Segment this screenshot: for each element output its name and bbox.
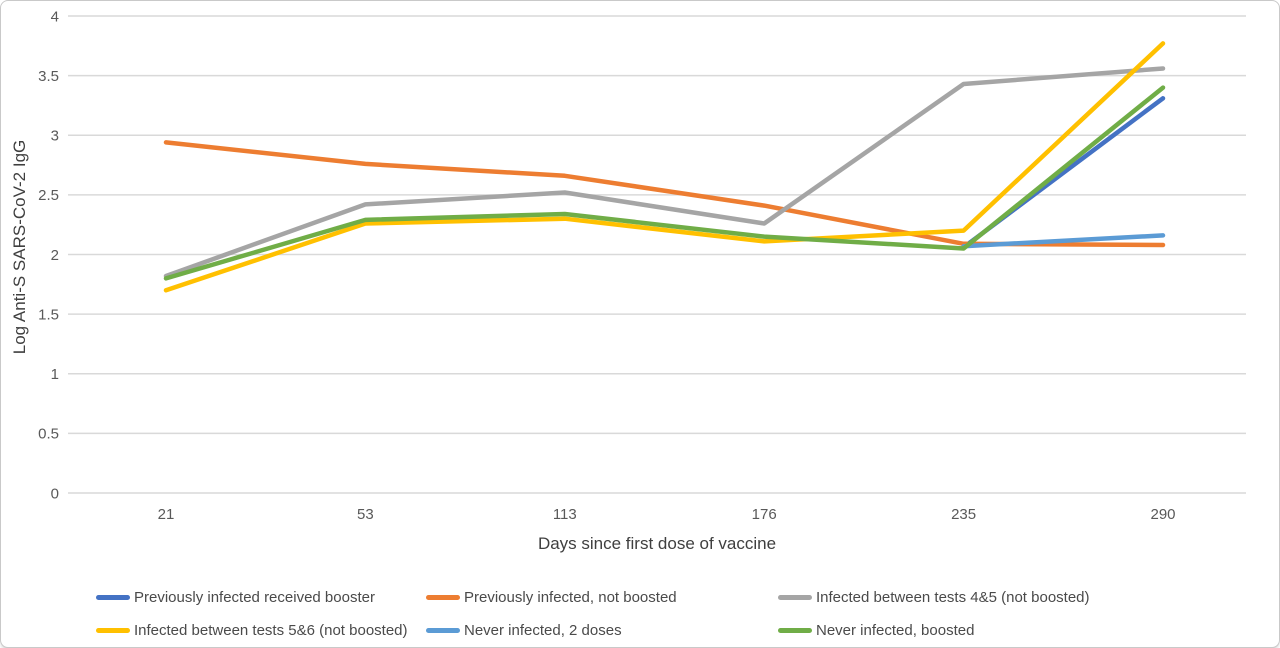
legend-label: Infected between tests 5&6 (not boosted) (134, 622, 408, 639)
legend-item-infected-between-tests-5-6: Infected between tests 5&6 (not boosted) (96, 622, 426, 639)
x-tick-label: 290 (1150, 506, 1175, 523)
legend-line-swatch-icon (778, 595, 812, 600)
legend-line-swatch-icon (426, 628, 460, 633)
legend-line-swatch-icon (96, 628, 130, 633)
y-tick-label: 0 (51, 485, 59, 502)
legend-label: Previously infected received booster (134, 589, 375, 606)
x-tick-label: 53 (357, 506, 374, 523)
legend-line-swatch-icon (426, 595, 460, 600)
legend-label: Previously infected, not boosted (464, 589, 677, 606)
chart-legend-row-2: Infected between tests 5&6 (not boosted)… (96, 622, 974, 639)
x-tick-label: 176 (752, 506, 777, 523)
legend-item-never-infected-2-doses: Never infected, 2 doses (426, 622, 778, 639)
legend-item-infected-between-tests-4-5: Infected between tests 4&5 (not boosted) (778, 589, 1090, 606)
legend-item-never-infected-boosted: Never infected, boosted (778, 622, 974, 639)
legend-item-previously-infected-received-booster: Previously infected received booster (96, 589, 426, 606)
series-line (163, 66, 1166, 279)
series-line (163, 85, 1166, 281)
chart-legend-row-1: Previously infected received booster Pre… (96, 589, 1090, 606)
series-line (961, 233, 1166, 249)
legend-label: Infected between tests 4&5 (not boosted) (816, 589, 1090, 606)
y-tick-label: 0.5 (38, 426, 59, 443)
legend-line-swatch-icon (778, 628, 812, 633)
y-tick-label: 3.5 (38, 68, 59, 85)
legend-line-swatch-icon (96, 595, 130, 600)
x-tick-label: 113 (553, 506, 577, 523)
legend-label: Never infected, 2 doses (464, 622, 622, 639)
x-tick-label: 235 (951, 506, 976, 523)
legend-item-previously-infected-not-boosted: Previously infected, not boosted (426, 589, 778, 606)
y-tick-label: 4 (51, 8, 59, 25)
y-tick-label: 2 (51, 247, 59, 264)
x-axis-title: Days since first dose of vaccine (537, 534, 777, 553)
legend-label: Never infected, boosted (816, 622, 975, 639)
y-tick-label: 1 (51, 366, 59, 383)
x-tick-label: 21 (158, 506, 175, 523)
y-tick-label: 1.5 (38, 306, 59, 323)
y-tick-label: 3 (51, 128, 59, 145)
series-line (163, 41, 1166, 293)
y-tick-label: 2.5 (38, 187, 59, 204)
line-chart: 0 0.5 1 1.5 2 2.5 3 3.5 4 21 53 113 176 235 290 (38, 8, 1246, 523)
y-axis-title: Log Anti-S SARS-CoV-2 IgG (10, 139, 29, 355)
